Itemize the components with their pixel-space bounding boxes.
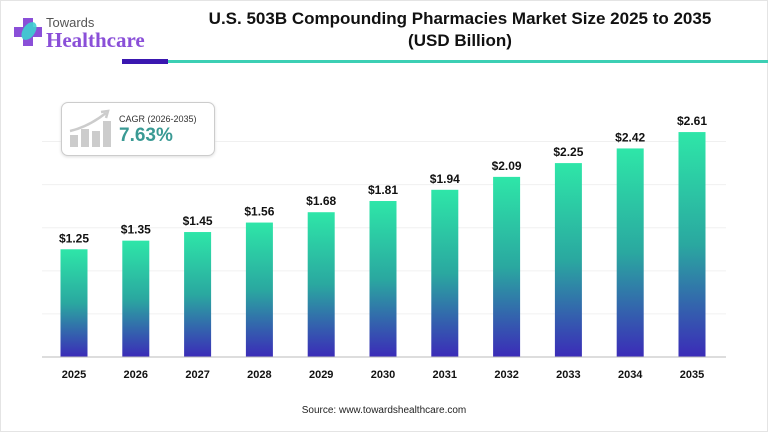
data-label: $1.25 xyxy=(59,231,89,245)
x-tick-label: 2030 xyxy=(371,369,395,381)
x-tick-label: 2034 xyxy=(618,369,643,381)
title-underline-accent xyxy=(122,59,168,64)
chart-title: U.S. 503B Compounding Pharmacies Market … xyxy=(160,8,760,52)
x-tick-label: 2033 xyxy=(556,369,580,381)
x-tick-label: 2032 xyxy=(494,369,518,381)
bar-2025 xyxy=(60,249,88,357)
brand-line2: Healthcare xyxy=(46,28,145,52)
brand-line1: Towards xyxy=(46,15,95,30)
x-tick-label: 2028 xyxy=(247,369,271,381)
medical-cross-icon xyxy=(14,18,42,46)
growth-bar-chart-icon xyxy=(69,109,111,147)
bar-2032 xyxy=(493,176,521,357)
bar-2027 xyxy=(184,232,212,357)
title-underline xyxy=(168,60,768,63)
data-label: $1.35 xyxy=(121,223,151,237)
x-tick-label: 2031 xyxy=(433,369,457,381)
bar-2031 xyxy=(431,189,459,357)
cagr-value: 7.63% xyxy=(119,125,173,146)
cagr-label: CAGR (2026-2035) xyxy=(119,114,197,124)
x-tick-label: 2029 xyxy=(309,369,333,381)
brand-logo: Towards Healthcare xyxy=(12,12,145,52)
title-line1: U.S. 503B Compounding Pharmacies Market … xyxy=(208,9,712,28)
source-note: Source: www.towardshealthcare.com xyxy=(301,405,467,416)
data-label: $1.68 xyxy=(306,194,336,208)
bar-2026 xyxy=(122,240,150,357)
data-label: $1.81 xyxy=(368,183,398,197)
x-tick-label: 2025 xyxy=(62,369,86,381)
bar-2030 xyxy=(369,201,397,357)
data-label: $2.61 xyxy=(677,114,707,128)
bar-2033 xyxy=(554,163,582,357)
data-label: $2.42 xyxy=(615,130,645,144)
x-tick-label: 2027 xyxy=(185,369,209,381)
bar-2028 xyxy=(245,222,273,357)
bar-2035 xyxy=(678,132,706,357)
data-label: $1.94 xyxy=(430,172,460,186)
x-tick-label: 2035 xyxy=(680,369,704,381)
data-label: $1.45 xyxy=(183,214,213,228)
bar-2029 xyxy=(307,212,335,357)
cagr-box: CAGR (2026-2035) 7.63% xyxy=(61,102,215,156)
title-line2: (USD Billion) xyxy=(408,31,512,50)
x-tick-label: 2026 xyxy=(124,369,148,381)
data-label: $2.09 xyxy=(492,159,522,173)
data-label: $1.56 xyxy=(244,205,274,219)
data-label: $2.25 xyxy=(553,145,583,159)
bar-2034 xyxy=(616,148,644,357)
